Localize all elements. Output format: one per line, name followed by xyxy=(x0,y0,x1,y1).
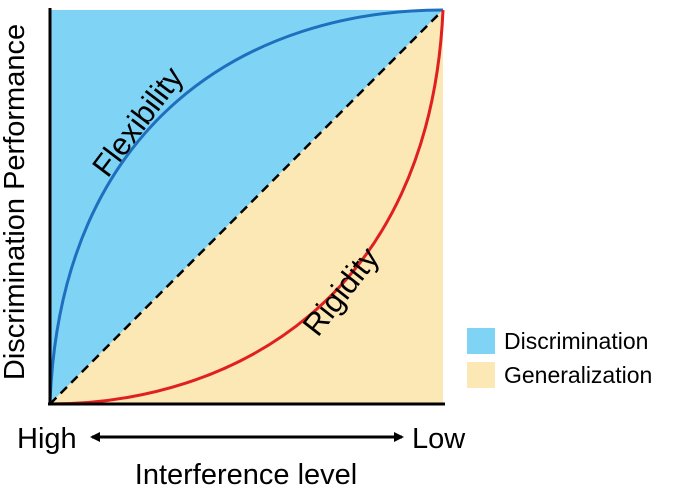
x-axis-high-label: High xyxy=(17,423,77,455)
legend-label-generalization: Generalization xyxy=(504,362,652,388)
y-axis-title: Discrimination Performance xyxy=(0,24,31,380)
legend: Discrimination Generalization xyxy=(467,328,652,388)
rigidity-curve xyxy=(49,9,445,406)
diagonal-dashed-line xyxy=(49,9,444,405)
flexibility-curve xyxy=(48,8,444,405)
legend-swatch-discrimination xyxy=(467,328,495,354)
x-axis-low-label: Low xyxy=(412,423,466,455)
x-axis-title: Interference level xyxy=(135,459,357,490)
legend-swatch-generalization xyxy=(467,362,495,388)
legend-label-discrimination: Discrimination xyxy=(504,328,648,354)
